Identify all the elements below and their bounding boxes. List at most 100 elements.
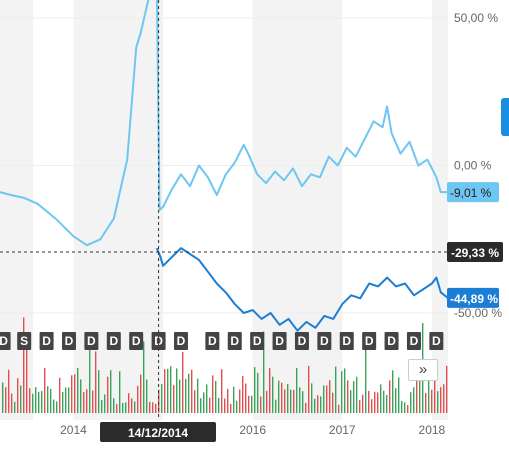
shaded-band <box>73 0 164 420</box>
volume-bar <box>29 388 31 413</box>
volume-bar <box>413 387 415 413</box>
event-flag-box <box>339 332 354 350</box>
volume-bar <box>209 397 211 413</box>
volume-bar <box>368 390 370 413</box>
event-flag: D <box>129 332 144 350</box>
volume-bar <box>188 373 190 413</box>
volume-bar <box>284 389 286 413</box>
volume-bar <box>380 384 382 413</box>
volume-bar <box>62 392 64 413</box>
event-flag-label: D <box>177 334 186 348</box>
volume-bar <box>320 396 322 413</box>
crosshair-date-label: 14/12/2014 <box>128 426 188 440</box>
volume-bar <box>353 381 355 413</box>
volume-bar <box>47 386 49 413</box>
volume-bar <box>65 387 67 413</box>
series-line-2 <box>155 247 449 332</box>
volume-bar <box>314 398 316 413</box>
volume-bar <box>293 389 295 413</box>
y-grid <box>0 17 448 314</box>
volume-bar <box>59 377 61 413</box>
volume-bar <box>257 372 259 413</box>
volume-bar <box>56 401 58 413</box>
volume-bar <box>23 317 25 413</box>
volume-bar <box>269 368 271 413</box>
event-flag-label: D <box>42 334 51 348</box>
event-flag-label: D <box>0 334 8 348</box>
volume-bar <box>71 375 73 413</box>
volume-bar <box>182 351 184 413</box>
volume-bar <box>410 392 412 413</box>
scroll-right-button[interactable]: » <box>408 359 438 381</box>
series-last-label-1: -9,01 % <box>450 186 492 200</box>
volume-bar <box>389 380 391 413</box>
volume-bar <box>305 402 307 413</box>
volume-bar <box>191 369 193 413</box>
volume-bar <box>404 402 406 413</box>
volume-bar <box>359 400 361 413</box>
event-flag: D <box>250 332 265 350</box>
volume-bar <box>437 391 439 413</box>
event-flag-box <box>362 332 377 350</box>
volume-bar <box>362 394 364 413</box>
event-flag-box <box>106 332 121 350</box>
side-panel-tab[interactable] <box>501 98 509 136</box>
volume-bar <box>278 380 280 413</box>
volume-bar <box>302 391 304 413</box>
volume-bar <box>203 392 205 413</box>
volume-bar <box>143 341 145 413</box>
volume-bar <box>137 385 139 413</box>
volume-bar <box>425 392 427 413</box>
event-flag-label: D <box>253 334 262 348</box>
volume-bar <box>386 394 388 413</box>
volume-bar <box>68 387 70 413</box>
x-tick-label: 2018 <box>419 423 446 437</box>
volume-bar <box>164 369 166 413</box>
volume-bar <box>299 387 301 413</box>
event-flag: D <box>151 332 166 350</box>
volume-bar <box>80 379 82 413</box>
volume-bar <box>428 377 430 413</box>
volume-bar <box>398 377 400 413</box>
volume-bar <box>86 389 88 413</box>
volume-bar <box>20 385 22 413</box>
volume-bar <box>290 389 292 413</box>
event-flag: D <box>384 332 399 350</box>
event-flag-box <box>227 332 242 350</box>
crosshair-value-label: -29,33 % <box>451 246 499 260</box>
x-tick-label: 2017 <box>329 423 356 437</box>
event-flag-box <box>429 332 444 350</box>
volume-bar <box>365 333 367 413</box>
volume-bar <box>308 365 310 413</box>
volume-bar <box>134 401 136 413</box>
event-flag-label: D <box>230 334 239 348</box>
event-flag: D <box>272 332 287 350</box>
volume-bar <box>146 379 148 413</box>
volume-bar <box>395 388 397 413</box>
event-flag-box <box>84 332 99 350</box>
event-flag: D <box>205 332 220 350</box>
volume-bar <box>254 367 256 413</box>
event-flag-box <box>294 332 309 350</box>
volume-bar <box>248 395 250 413</box>
volume-bar <box>2 382 4 413</box>
volume-bar <box>311 383 313 413</box>
shaded-band <box>431 0 448 420</box>
crosshair-date-box <box>100 422 216 442</box>
volume-bar <box>74 374 76 413</box>
volume-bar <box>263 331 265 413</box>
volume-bar <box>332 392 334 413</box>
volume-bar <box>38 391 40 413</box>
event-flag: D <box>173 332 188 350</box>
volume-bar <box>266 390 268 413</box>
volume-bar <box>53 399 55 413</box>
series-line-1 <box>0 0 448 247</box>
volume-bar <box>176 368 178 413</box>
volume-bar <box>161 383 163 413</box>
volume-bar <box>242 375 244 413</box>
volume-bar <box>35 387 37 413</box>
event-flag-box <box>317 332 332 350</box>
event-flag-box <box>61 332 76 350</box>
event-flag-box <box>384 332 399 350</box>
